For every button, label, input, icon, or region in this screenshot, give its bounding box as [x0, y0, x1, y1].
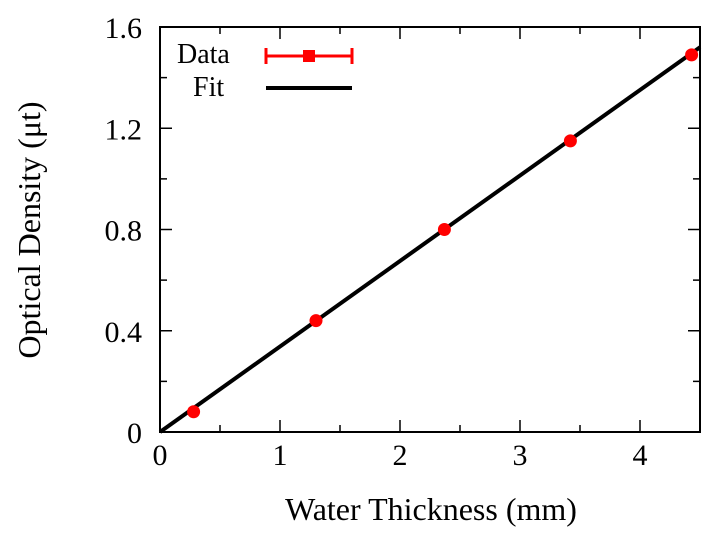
- plot-area-border: [159, 26, 701, 433]
- x-tick-label: 3: [513, 439, 528, 472]
- legend: Data Fit: [177, 39, 354, 103]
- x-tick-label: 1: [273, 439, 288, 472]
- x-tick-label: 0: [153, 439, 168, 472]
- y-tick-label: 0.4: [105, 316, 143, 349]
- x-tick-label: 4: [633, 439, 648, 472]
- legend-swatch-data-marker: [303, 50, 315, 62]
- y-axis-label: Optical Density (μt): [11, 101, 47, 358]
- x-tick-label: 2: [393, 439, 408, 472]
- data-point: [563, 134, 577, 148]
- plot-frame: [159, 26, 701, 433]
- y-tick-label: 1.2: [105, 113, 143, 146]
- data-point: [309, 314, 323, 328]
- legend-label-data: Data: [177, 39, 230, 70]
- y-tick-label: 0.8: [105, 215, 143, 248]
- fit-line: [158, 45, 702, 434]
- fit-series: [158, 45, 702, 434]
- data-point: [685, 48, 699, 62]
- x-axis-label: Water Thickness (mm): [285, 491, 577, 527]
- axis-tick-labels: 0 1 2 3 4 0 0.4 0.8 1.2 1.6: [105, 12, 648, 472]
- data-point: [437, 223, 451, 236]
- data-point: [187, 405, 201, 419]
- y-tick-label: 1.6: [105, 12, 143, 45]
- data-series: [187, 48, 699, 419]
- legend-label-fit: Fit: [193, 72, 224, 103]
- axis-ticks: [159, 26, 700, 433]
- y-tick-label: 0: [127, 417, 142, 450]
